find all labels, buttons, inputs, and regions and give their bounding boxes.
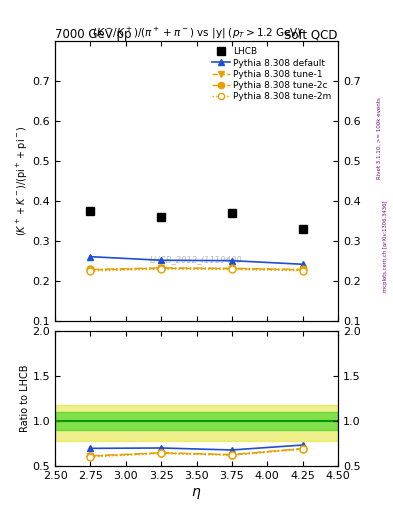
Pythia 8.308 default [159,257,163,263]
LHCB [159,214,163,220]
Pythia 8.308 default [230,258,234,264]
Pythia 8.308 tune-2c [300,266,305,272]
Pythia 8.308 tune-2c [88,266,93,272]
Text: Soft QCD: Soft QCD [285,28,338,41]
Bar [55,405,338,441]
Text: mcplots.cern.ch [arXiv:1306.3436]: mcplots.cern.ch [arXiv:1306.3436] [384,200,388,291]
Line: Pythia 8.308 tune-1: Pythia 8.308 tune-1 [87,265,306,273]
Text: 7000 GeV pp: 7000 GeV pp [55,28,132,41]
X-axis label: $\eta$: $\eta$ [191,486,202,501]
Pythia 8.308 tune-1 [159,265,163,271]
Line: Pythia 8.308 tune-2m: Pythia 8.308 tune-2m [87,266,306,274]
Text: Rivet 3.1.10, >= 100k events: Rivet 3.1.10, >= 100k events [377,97,382,179]
Pythia 8.308 tune-2m [230,266,234,272]
LHCB [300,226,305,232]
Pythia 8.308 tune-2m [159,266,163,272]
Y-axis label: $(K^+ + K^-)/({\rm pi}^+ + {\rm pi}^-)$: $(K^+ + K^-)/({\rm pi}^+ + {\rm pi}^-)$ [15,126,29,237]
Pythia 8.308 tune-1 [88,267,93,273]
Y-axis label: Ratio to LHCB: Ratio to LHCB [20,365,29,433]
Pythia 8.308 tune-2c [230,265,234,271]
Line: Pythia 8.308 tune-2c: Pythia 8.308 tune-2c [87,264,306,273]
Line: LHCB: LHCB [86,207,307,233]
Pythia 8.308 tune-2c [159,265,163,271]
Pythia 8.308 tune-1 [300,267,305,273]
Text: LHCB_2012_I1119400: LHCB_2012_I1119400 [150,255,243,264]
Line: Pythia 8.308 default: Pythia 8.308 default [87,253,306,268]
Pythia 8.308 tune-2m [88,268,93,274]
LHCB [88,208,93,214]
Pythia 8.308 tune-1 [230,266,234,272]
Pythia 8.308 tune-2m [300,268,305,274]
Pythia 8.308 default [88,253,93,260]
Pythia 8.308 default [300,261,305,267]
Legend: LHCB, Pythia 8.308 default, Pythia 8.308 tune-1, Pythia 8.308 tune-2c, Pythia 8.: LHCB, Pythia 8.308 default, Pythia 8.308… [210,46,334,103]
Title: $(K^-/K^+)/(\pi^++\pi^-)$ vs |y| $(p_T > 1.2\ {\rm GeV})$: $(K^-/K^+)/(\pi^++\pi^-)$ vs |y| $(p_T >… [92,26,301,41]
LHCB [230,210,234,216]
Bar [55,412,338,430]
